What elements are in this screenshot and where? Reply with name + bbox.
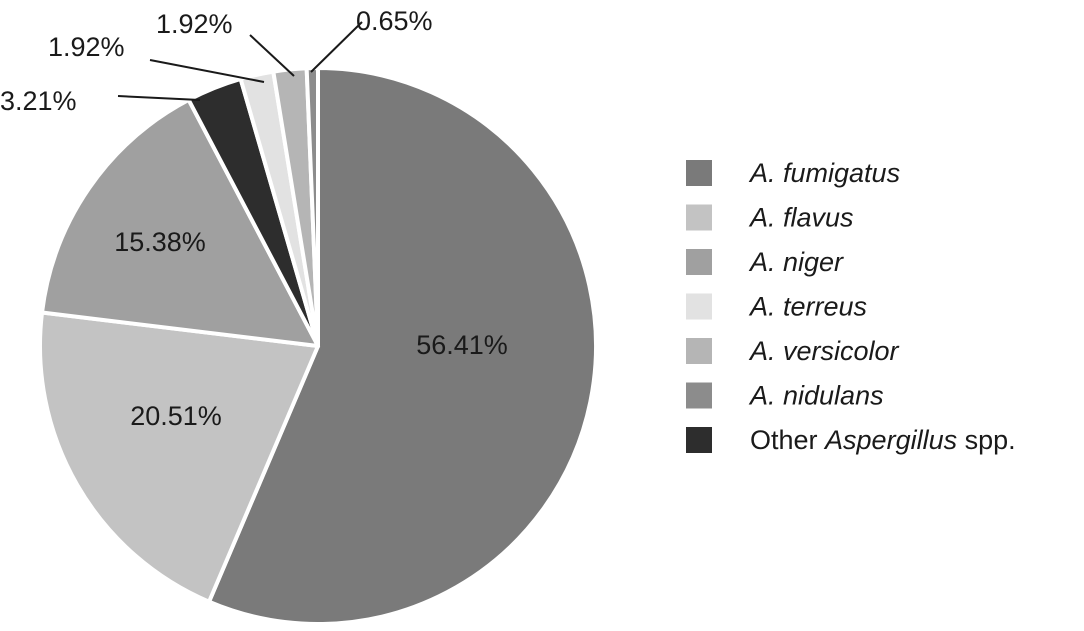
data-label-5: 1.92% [156, 9, 233, 39]
data-label-3: 3.21% [0, 86, 77, 116]
legend-label-5: A. nidulans [748, 381, 884, 411]
pie-slice-0 [207, 66, 598, 626]
pie-data-labels: 56.41% 20.51% 15.38% 3.21% 1.92% 1.92% 0.65% [0, 6, 508, 431]
legend-swatch-3 [686, 293, 712, 320]
legend-label-6-part-0: Other [750, 425, 825, 455]
legend-swatch-4 [686, 338, 712, 364]
pie-slices [38, 66, 598, 626]
legend: A. fumigatus A. flavus A. niger A. terreus A… [686, 158, 1016, 455]
legend-label-6: Other Aspergillus spp. [750, 425, 1016, 455]
legend-swatch-0 [686, 160, 712, 186]
legend-label-1: A. flavus [748, 203, 854, 233]
data-label-4: 1.92% [48, 32, 125, 62]
pie-slice-1 [38, 310, 320, 604]
legend-label-3: A. terreus [748, 292, 867, 322]
leader-line-6 [310, 21, 363, 73]
legend-swatch-1 [686, 204, 712, 231]
legend-label-2: A. niger [748, 247, 844, 277]
legend-swatch-5 [686, 382, 712, 409]
data-label-1: 20.51% [130, 401, 222, 431]
pie-leader-lines [117, 21, 363, 101]
pie-slice-2 [40, 97, 320, 348]
legend-label-4: A. versicolor [748, 336, 900, 366]
leader-line-4 [149, 59, 265, 83]
data-label-6: 0.65% [356, 6, 433, 36]
legend-label-6-part-1: Aspergillus [823, 425, 957, 455]
legend-label-4-part-0: A. versicolor [748, 336, 900, 366]
pie-slice-6 [304, 66, 320, 348]
data-label-0: 56.41% [416, 330, 508, 360]
legend-label-5-part-0: A. nidulans [748, 381, 884, 411]
leader-line-5 [249, 34, 295, 77]
legend-label-1-part-0: A. flavus [748, 203, 854, 233]
leader-line-3 [117, 95, 201, 101]
legend-label-6-part-2: spp. [957, 425, 1016, 455]
legend-label-2-part-0: A. niger [748, 247, 844, 277]
legend-swatch-6 [686, 427, 712, 453]
legend-label-3-part-0: A. terreus [748, 292, 867, 322]
legend-label-0: A. fumigatus [748, 158, 900, 188]
data-label-2: 15.38% [114, 227, 206, 257]
legend-label-0-part-0: A. fumigatus [748, 158, 900, 188]
legend-swatch-2 [686, 249, 712, 275]
